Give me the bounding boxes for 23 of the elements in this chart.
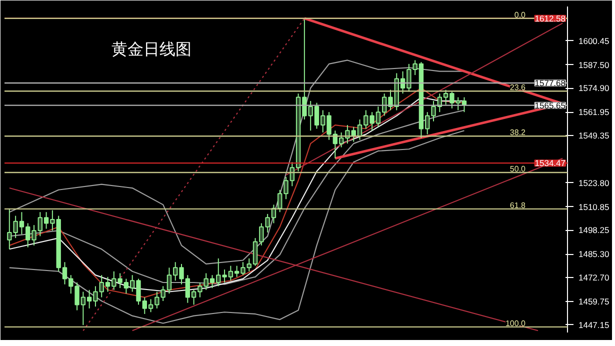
y-tick-label: 1459.75 <box>578 296 610 306</box>
y-tick-label: 1472.70 <box>578 272 610 282</box>
annotation: 38.2 <box>510 128 526 138</box>
y-tick-label: 1561.95 <box>578 107 610 118</box>
y-tick-label: 1498.25 <box>578 225 610 236</box>
y-tick-label: 1574.90 <box>578 83 610 94</box>
y-tick-label: 1447.15 <box>578 320 610 330</box>
annotation: 23.6 <box>510 83 526 92</box>
annotation: 100.0 <box>505 318 526 328</box>
text: 黄金日线图 <box>111 40 192 59</box>
annotation: 50.0 <box>510 164 526 174</box>
annotation: 0.0 <box>514 10 526 20</box>
y-tick-label: 1600.45 <box>578 36 610 46</box>
annotation: 61.8 <box>510 200 526 210</box>
y-tick-label: 1587.50 <box>578 60 610 70</box>
ref-line-label: 1612.58 <box>534 13 566 24</box>
ref-line-label: 1577.68 <box>534 78 566 88</box>
y-tick-label: 1510.85 <box>578 202 610 212</box>
ref-line-label: 1565.65 <box>534 100 566 110</box>
y-tick-label: 1485.30 <box>578 249 610 260</box>
ref-line-label: 1534.47 <box>534 158 566 168</box>
y-tick-label: 1523.80 <box>578 178 610 188</box>
y-tick-label: 1549.35 <box>578 130 610 141</box>
